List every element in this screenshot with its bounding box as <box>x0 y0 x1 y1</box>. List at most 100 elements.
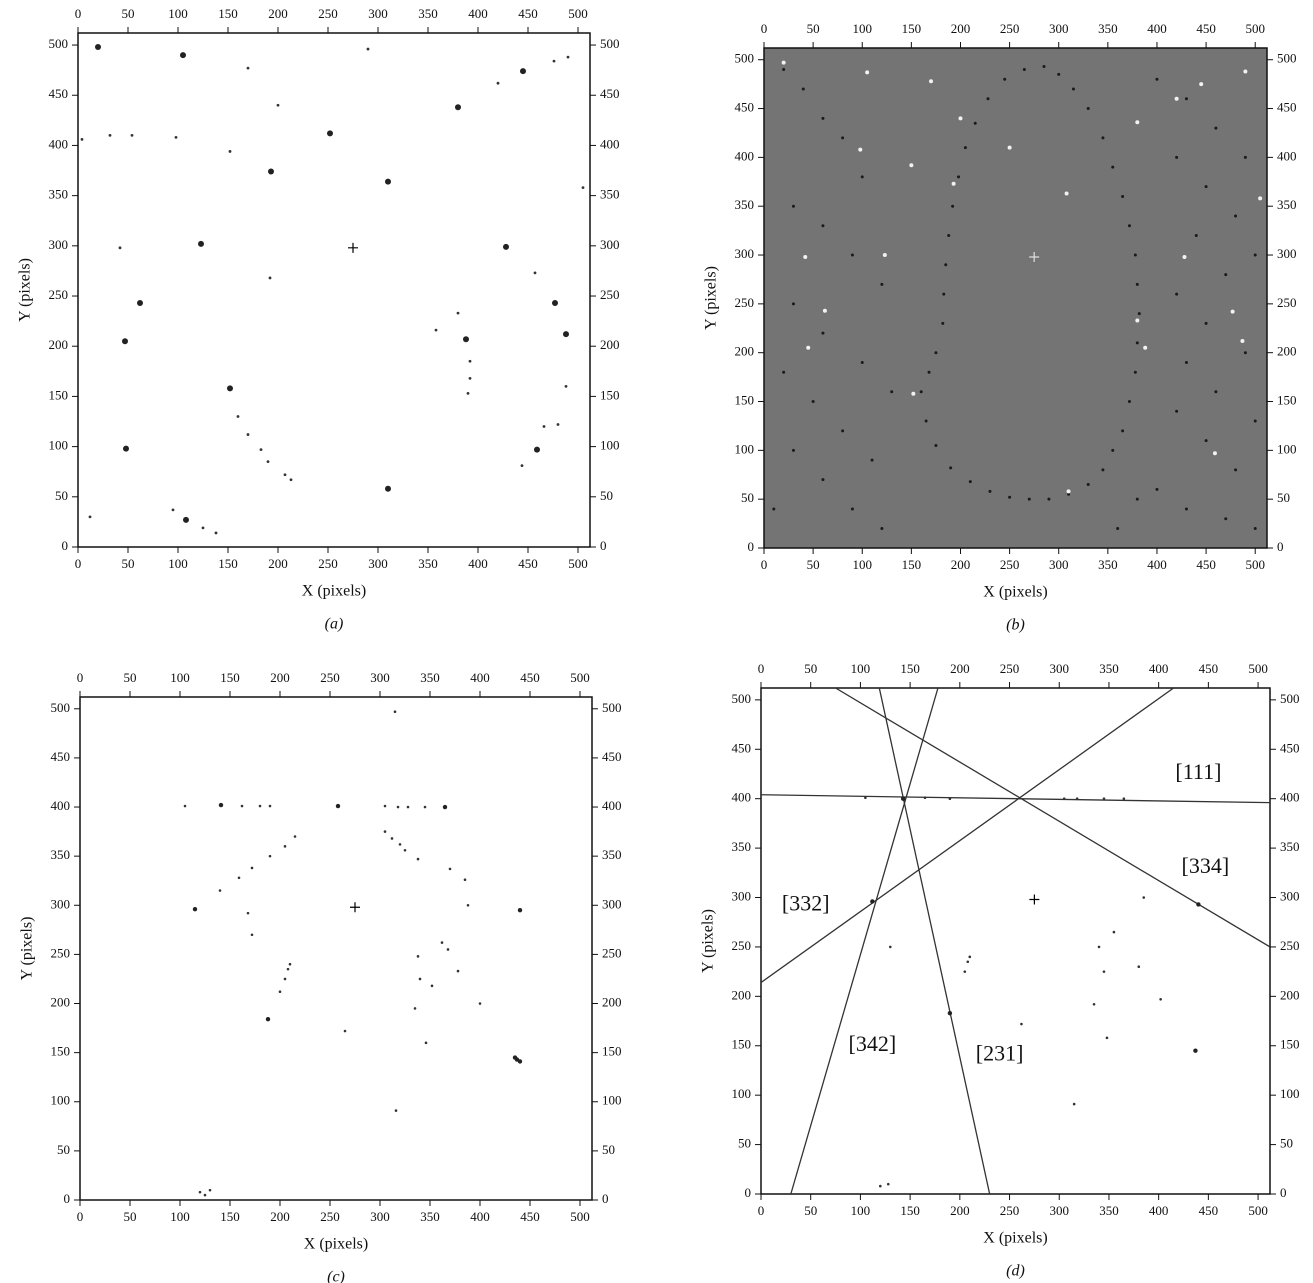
spot <box>1231 310 1235 314</box>
y-tick-label: 0 <box>748 539 755 554</box>
spot <box>557 423 560 426</box>
y-tick-label-right: 0 <box>602 1191 609 1206</box>
y-tick-label-right: 0 <box>1277 539 1284 554</box>
spot <box>284 978 287 981</box>
y-tick-label: 100 <box>732 1086 752 1101</box>
x-tick-label-top: 400 <box>1149 661 1169 676</box>
y-tick-label: 150 <box>49 387 69 402</box>
y-tick-label: 300 <box>732 889 752 904</box>
x-tick-label: 200 <box>951 557 971 572</box>
x-axis-label: X (pixels) <box>983 584 1047 601</box>
spot <box>269 277 272 280</box>
y-axis-label: Y (pixels) <box>703 266 720 330</box>
spot <box>431 985 434 988</box>
y-tick-label-right: 100 <box>1277 441 1297 456</box>
y-tick-label-right: 50 <box>602 1142 615 1157</box>
x-tick-label: 100 <box>170 1209 190 1224</box>
spot <box>1213 451 1217 455</box>
spot <box>267 460 270 463</box>
spot <box>534 272 537 275</box>
x-tick-label-top: 350 <box>418 6 438 21</box>
spot <box>803 255 807 259</box>
spot <box>1093 1003 1096 1006</box>
spot <box>1142 896 1145 899</box>
x-tick-label: 200 <box>270 1209 290 1224</box>
x-tick-label-top: 100 <box>852 21 872 36</box>
y-tick-label-right: 100 <box>602 1093 622 1108</box>
spot <box>911 392 915 396</box>
y-tick-label-right: 350 <box>1277 197 1297 212</box>
y-tick-label: 500 <box>51 700 71 715</box>
zone-label: [342] <box>849 1031 897 1056</box>
spot <box>414 1007 417 1010</box>
plot-area <box>764 48 1267 548</box>
spot <box>1098 946 1101 949</box>
spot <box>457 970 460 973</box>
x-tick-label: 500 <box>568 556 588 571</box>
spot <box>947 234 950 237</box>
zone-label: [334] <box>1182 853 1230 878</box>
y-tick-label-right: 150 <box>600 387 620 402</box>
plot-area <box>80 697 592 1200</box>
x-tick-label-top: 50 <box>124 670 137 685</box>
spot <box>890 390 893 393</box>
x-tick-label: 500 <box>570 1209 590 1224</box>
y-tick-label: 0 <box>62 538 69 553</box>
spot <box>215 532 218 535</box>
spot <box>841 136 844 139</box>
spot <box>941 322 944 325</box>
y-tick-label: 0 <box>745 1185 752 1200</box>
spot <box>1076 797 1079 800</box>
y-tick-label-right: 300 <box>1277 246 1297 261</box>
spot <box>870 899 874 903</box>
spot <box>209 1189 212 1192</box>
y-tick-label: 200 <box>51 995 71 1010</box>
y-tick-label-right: 200 <box>602 995 622 1010</box>
y-tick-label-right: 0 <box>1280 1185 1287 1200</box>
y-tick-label-right: 200 <box>600 337 620 352</box>
spot <box>518 908 522 912</box>
y-tick-label-right: 400 <box>600 136 620 151</box>
spot <box>901 796 905 800</box>
y-tick-label-right: 400 <box>602 798 622 813</box>
x-tick-label: 100 <box>168 556 188 571</box>
spot <box>1008 146 1012 150</box>
spot <box>394 710 397 713</box>
x-tick-label-top: 400 <box>468 6 488 21</box>
x-tick-label: 250 <box>1000 1203 1020 1218</box>
x-tick-label: 500 <box>1245 557 1265 572</box>
spot <box>290 478 293 481</box>
spot <box>966 960 969 963</box>
spot <box>269 855 272 858</box>
y-tick-label-right: 400 <box>1280 790 1300 805</box>
spot <box>1057 73 1060 76</box>
x-tick-label-top: 500 <box>570 670 590 685</box>
spot <box>543 425 546 428</box>
y-tick-label: 200 <box>732 987 752 1002</box>
x-tick-label: 50 <box>807 557 820 572</box>
y-tick-label: 450 <box>49 86 69 101</box>
spot <box>384 830 387 833</box>
y-tick-label-right: 200 <box>1277 344 1297 359</box>
spot <box>1087 107 1090 110</box>
y-tick-label: 250 <box>49 287 69 302</box>
y-tick-label-right: 450 <box>600 86 620 101</box>
x-tick-label: 450 <box>520 1209 540 1224</box>
spot <box>968 956 971 959</box>
y-tick-label-right: 100 <box>1280 1086 1300 1101</box>
spot <box>385 179 391 185</box>
x-tick-label: 150 <box>902 557 922 572</box>
x-tick-label: 200 <box>950 1203 970 1218</box>
spot <box>1254 527 1257 530</box>
spot <box>782 371 785 374</box>
y-tick-label: 0 <box>64 1191 71 1206</box>
y-tick-label: 250 <box>51 945 71 960</box>
spot <box>455 104 461 110</box>
y-tick-label-right: 250 <box>1277 295 1297 310</box>
spot <box>792 449 795 452</box>
spot <box>193 907 197 911</box>
spot <box>1175 97 1179 101</box>
y-tick-label-right: 350 <box>602 847 622 862</box>
spot <box>986 97 989 100</box>
y-tick-label: 500 <box>49 36 69 51</box>
